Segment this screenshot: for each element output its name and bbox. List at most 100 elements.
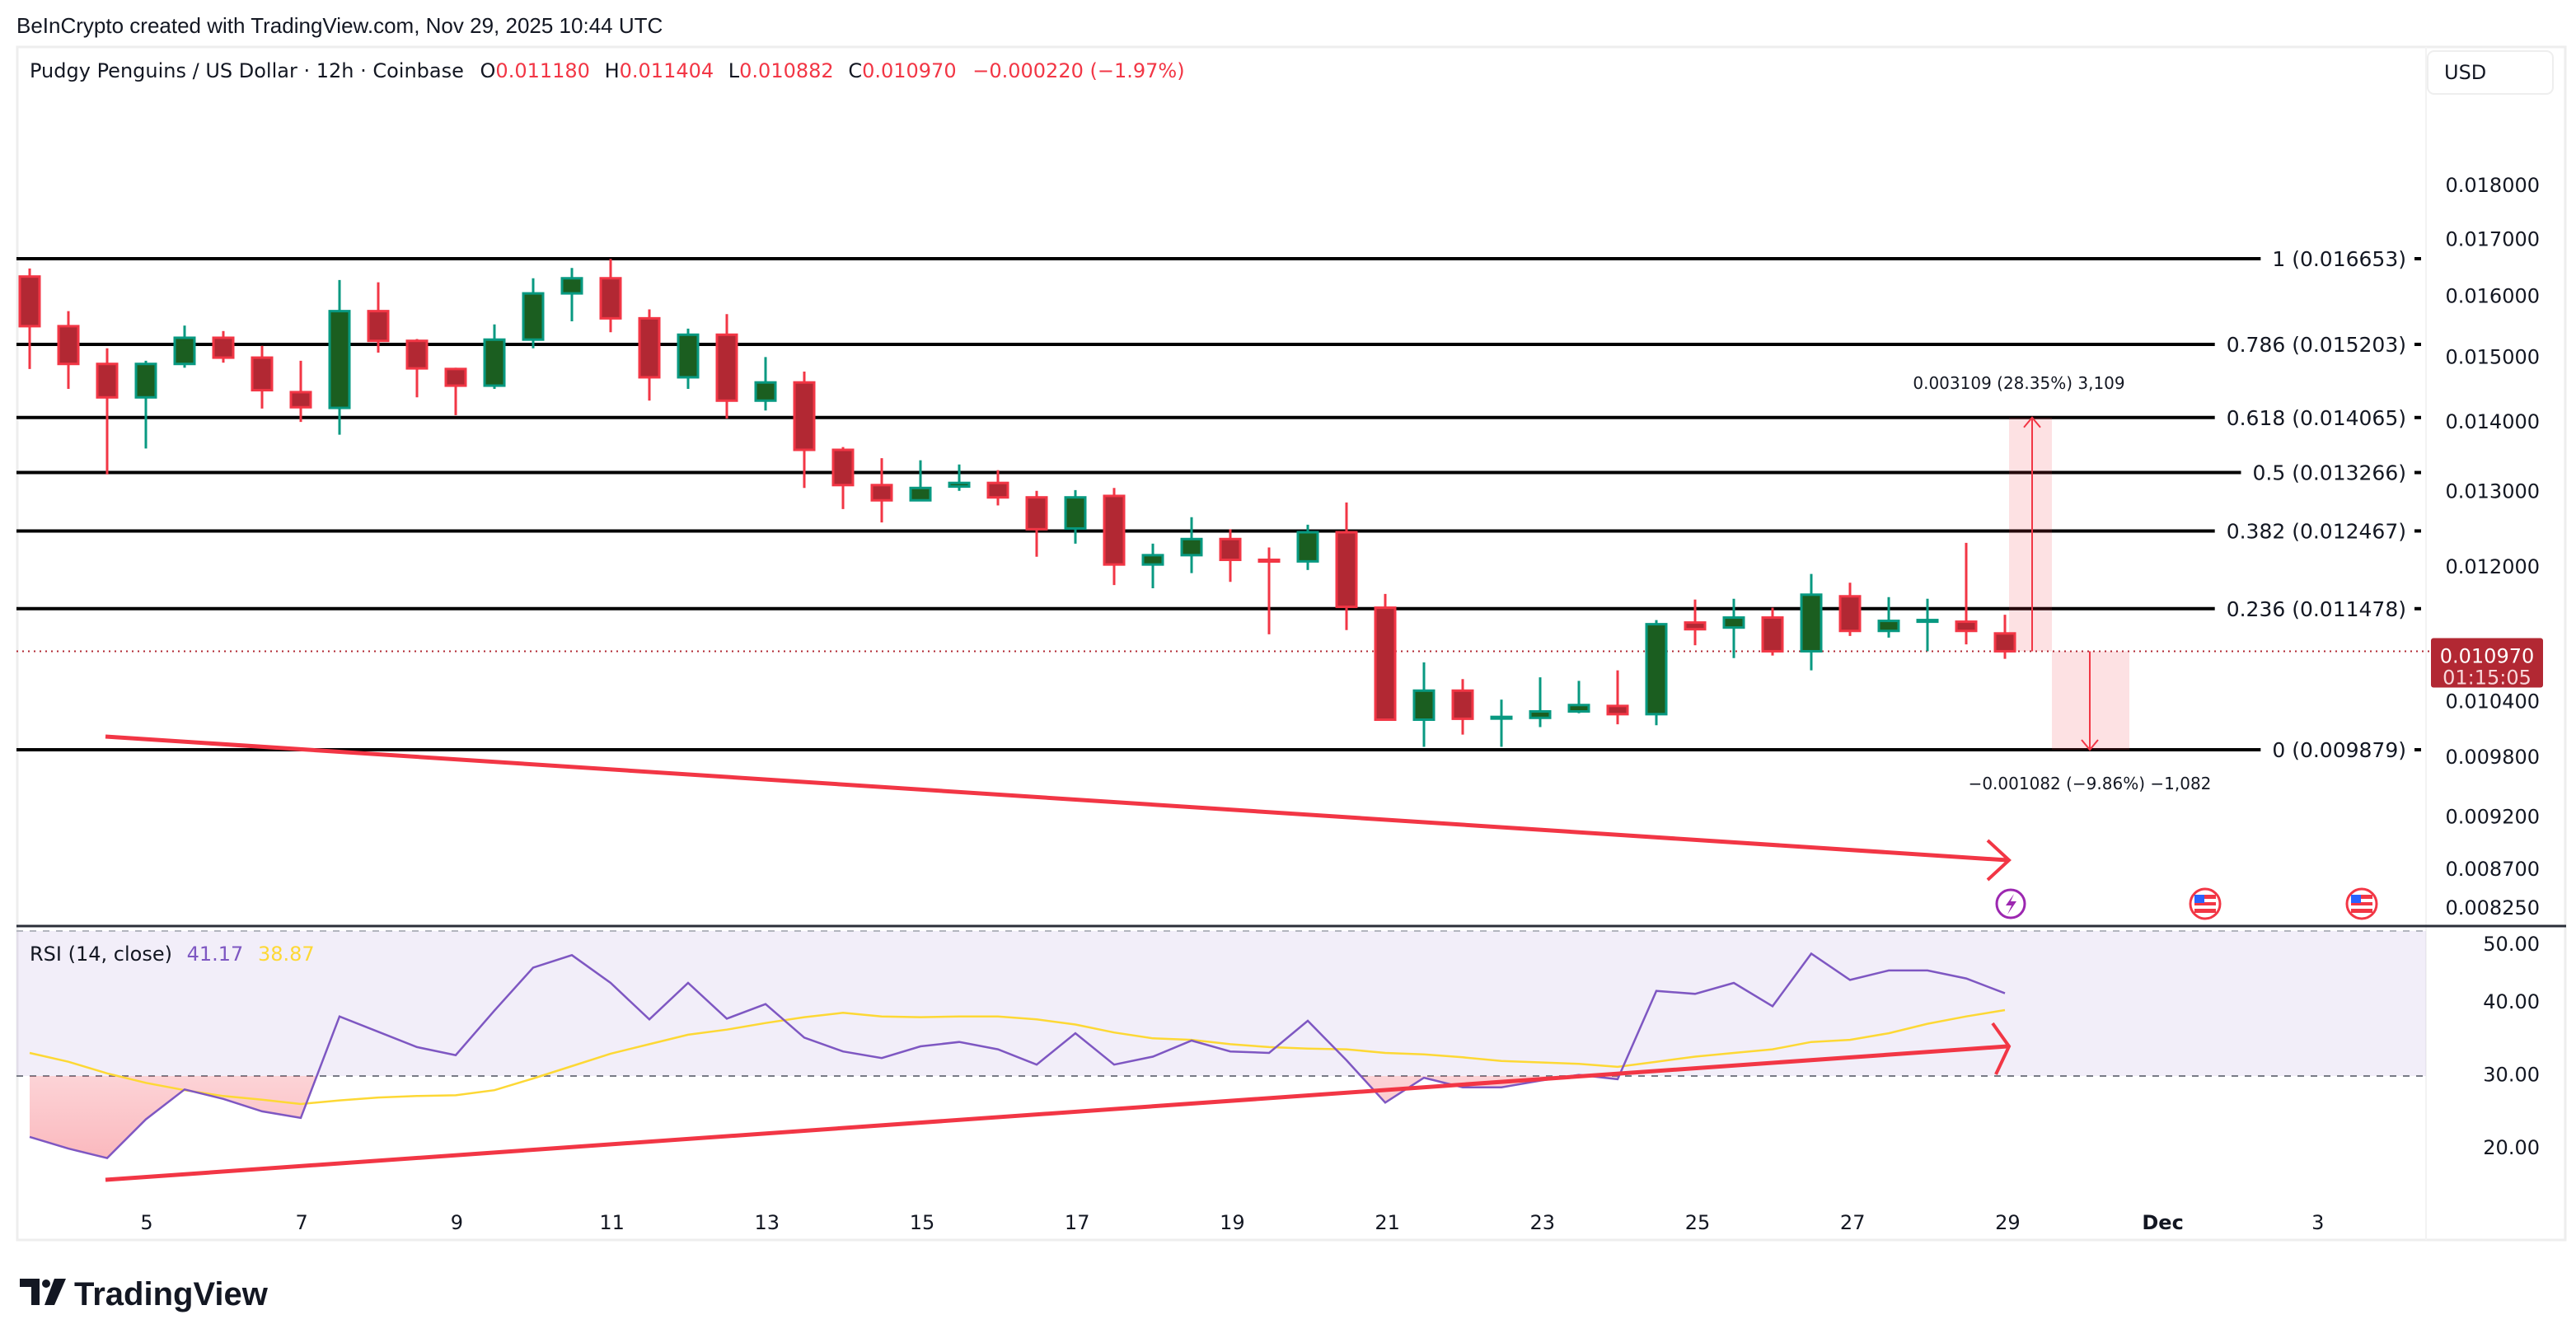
fib-level-label: 0.618 (0.014065)	[2227, 406, 2406, 430]
arrow-up-icon	[2023, 416, 2041, 428]
candle-bearish	[1993, 615, 2016, 659]
rsi-legend: RSI (14, close) 41.17 38.87	[30, 943, 315, 966]
candle-body	[251, 356, 274, 392]
price-tick-label: 0.009200	[2445, 805, 2540, 828]
event-us-flag-icon[interactable]	[2345, 887, 2378, 920]
fib-level-label: 0.236 (0.011478)	[2227, 597, 2406, 621]
candle-bearish	[251, 345, 274, 409]
candle-bearish	[599, 259, 622, 333]
candle-body	[599, 277, 622, 320]
time-tick-label: 23	[1530, 1211, 1556, 1234]
close-value: 0.010970	[862, 59, 957, 82]
price-tick-label: 0.012000	[2445, 555, 2540, 578]
candle-body	[134, 363, 157, 399]
rsi-tick-label: 40.00	[2483, 990, 2540, 1013]
candle-body	[870, 484, 893, 502]
candle-bearish	[18, 268, 41, 369]
candle-bearish	[1955, 542, 1978, 645]
event-lightning-icon[interactable]	[1995, 888, 2026, 919]
candle-bullish	[522, 278, 545, 349]
price-tick-label: 0.009800	[2445, 746, 2540, 769]
candle-bearish	[870, 458, 893, 523]
rsi-pane	[16, 930, 2426, 1077]
candle-bullish	[328, 279, 351, 435]
price-tick-label: 0.008250	[2445, 896, 2540, 919]
rsi-oversold-fill	[30, 1076, 2005, 1158]
time-tick-label: 21	[1375, 1211, 1400, 1234]
candle-body	[560, 277, 583, 295]
candle-bearish	[793, 371, 816, 489]
candle-bullish	[1645, 620, 1668, 726]
ohlc-legend: Pudgy Penguins / US Dollar · 12h · Coinb…	[30, 59, 1185, 82]
price-tick-label: 0.016000	[2445, 285, 2540, 308]
candle-body	[289, 391, 312, 409]
candle-bearish	[1219, 529, 1242, 582]
candle-bearish	[1335, 502, 1358, 630]
time-tick-label: 27	[1840, 1211, 1866, 1234]
fib-level-label: 0.786 (0.015203)	[2227, 333, 2406, 357]
price-tick-label: 0.013000	[2445, 480, 2540, 503]
candle-body	[1335, 531, 1358, 609]
candle-body	[96, 363, 119, 399]
time-tick-label: 13	[755, 1211, 780, 1234]
candle-bullish	[483, 324, 506, 390]
candle-bearish	[1838, 582, 1862, 636]
time-tick-label: 5	[140, 1211, 152, 1234]
candle-body	[1529, 709, 1552, 719]
candle-body	[1374, 606, 1397, 722]
time-tick-label: 19	[1220, 1211, 1245, 1234]
candle-body	[1141, 554, 1164, 566]
tradingview-logo: TradingView	[20, 1276, 269, 1312]
price-trendline[interactable]	[105, 734, 2012, 882]
candle-body	[754, 381, 777, 402]
fib-tick	[2414, 748, 2421, 752]
candle-body	[212, 336, 235, 359]
time-tick-label: 29	[1995, 1211, 2021, 1234]
rsi-tick-label: 50.00	[2483, 933, 2540, 956]
candle-bullish	[134, 360, 157, 449]
candle-body	[328, 310, 351, 409]
candle-body	[1064, 496, 1087, 530]
candle-bearish	[986, 470, 1009, 506]
rsi-band	[16, 931, 2426, 1076]
currency-button[interactable]: USD	[2427, 50, 2554, 95]
candle-body	[1838, 595, 1862, 633]
event-us-flag-icon[interactable]	[2189, 887, 2222, 920]
candle-body	[831, 448, 855, 487]
measure-up[interactable]: 0.003109 (28.35%) 3,109	[1913, 373, 2125, 652]
rsi-value: 41.17	[187, 943, 244, 966]
candle-bullish	[1296, 524, 1319, 570]
bar-countdown: 01:15:05	[2443, 666, 2532, 689]
change-value: −0.000220 (−1.97%)	[972, 59, 1184, 82]
price-axis[interactable]: 0.018000 0.017000 0.016000 0.015000 0.014000…	[2445, 174, 2540, 919]
candle-body	[444, 367, 467, 387]
candle-bullish	[1800, 573, 1823, 671]
candle-bearish	[715, 314, 738, 419]
candle-bullish	[1877, 596, 1900, 638]
candle-bullish	[1412, 662, 1436, 747]
measure-down[interactable]: −0.001082 (−9.86%) −1,082	[1969, 651, 2212, 793]
candle-bullish	[173, 325, 196, 368]
logo-text: TradingView	[74, 1276, 269, 1312]
open-label: O	[480, 59, 496, 82]
rsi-tick-label: 20.00	[2483, 1136, 2540, 1159]
low-label: L	[728, 59, 740, 82]
candle-bearish	[1684, 599, 1707, 646]
rsi-axis[interactable]: 50.00 40.00 30.00 20.00	[2483, 933, 2540, 1159]
candle-body	[1180, 537, 1203, 557]
candle-body	[1296, 531, 1319, 563]
candle-bearish	[1258, 547, 1281, 634]
current-price: 0.010970	[2440, 644, 2535, 667]
rsi-trendline[interactable]	[105, 1022, 2012, 1182]
time-axis[interactable]: 5 7 9 11 13 15 17 19 21 23 25 27 29 Dec 3	[140, 1211, 2324, 1234]
candle-bearish	[1025, 490, 1048, 557]
candle-body	[1412, 689, 1436, 722]
arrow-right-icon	[1991, 1022, 2012, 1075]
candle-body	[1025, 496, 1048, 531]
candle-body	[1993, 632, 2016, 653]
candle-body	[18, 275, 41, 328]
candle-body	[1103, 494, 1126, 566]
candle-body	[483, 338, 506, 387]
fib-tick	[2414, 606, 2421, 611]
